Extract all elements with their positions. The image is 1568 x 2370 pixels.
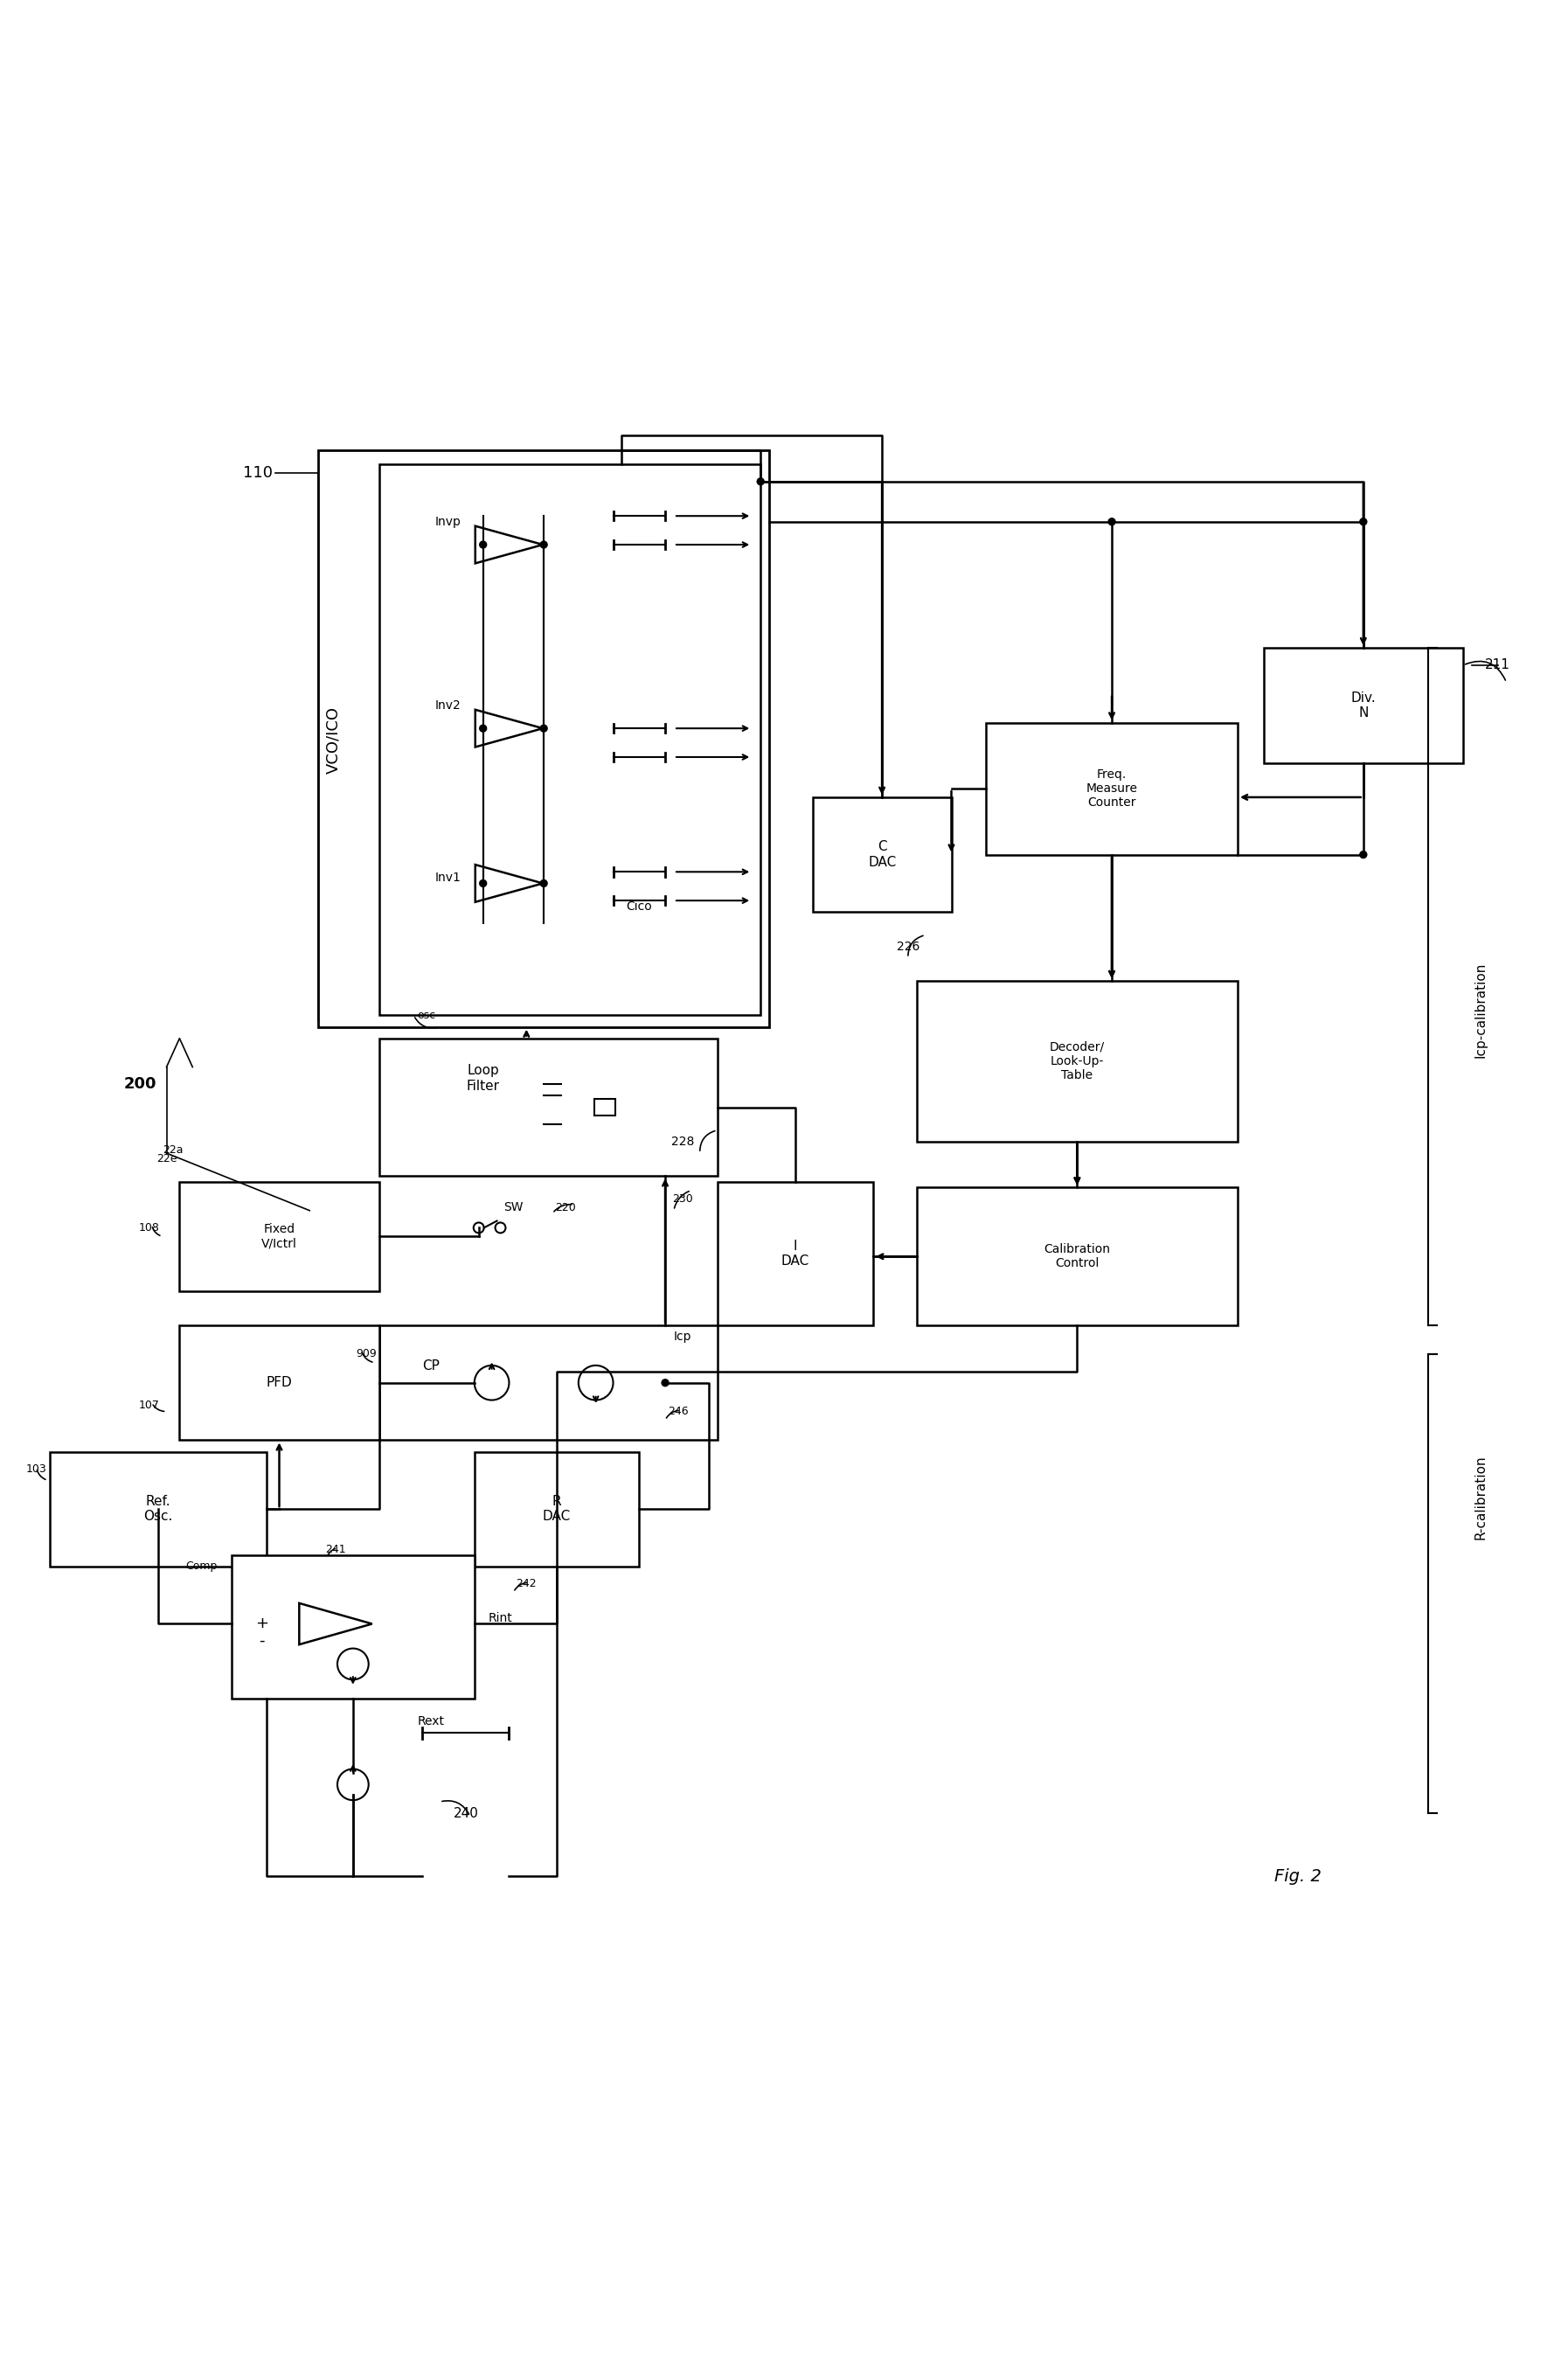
Text: 246: 246: [668, 1405, 688, 1417]
Bar: [594, 1100, 615, 1116]
Bar: [379, 1038, 717, 1176]
Circle shape: [1359, 851, 1367, 858]
Bar: [379, 465, 760, 1014]
Text: Rint: Rint: [488, 1612, 513, 1623]
Text: 909: 909: [356, 1349, 376, 1360]
Circle shape: [541, 540, 547, 547]
Bar: [179, 1325, 379, 1441]
Text: Calibration
Control: Calibration Control: [1044, 1244, 1110, 1270]
Text: Decoder/
Look-Up-
Table: Decoder/ Look-Up- Table: [1049, 1040, 1105, 1081]
Circle shape: [480, 879, 486, 886]
Text: Cico: Cico: [626, 901, 652, 912]
Text: 226: 226: [897, 941, 919, 953]
Circle shape: [1109, 519, 1115, 526]
Text: 22a: 22a: [163, 1145, 183, 1157]
Text: Fixed
V/Ictrl: Fixed V/Ictrl: [262, 1223, 296, 1249]
Text: 242: 242: [516, 1578, 536, 1590]
Text: 103: 103: [27, 1462, 47, 1474]
Bar: [379, 1325, 717, 1441]
Text: CP: CP: [422, 1358, 439, 1372]
Text: R-calibration: R-calibration: [1474, 1455, 1486, 1540]
Text: Icp: Icp: [674, 1330, 691, 1344]
Circle shape: [541, 879, 547, 886]
Bar: [475, 1453, 640, 1567]
Text: 108: 108: [138, 1223, 160, 1232]
Bar: [917, 1187, 1237, 1325]
Bar: [812, 796, 952, 912]
Text: Loop
Filter: Loop Filter: [466, 1064, 500, 1093]
Text: R
DAC: R DAC: [543, 1495, 571, 1524]
Bar: [917, 981, 1237, 1142]
Text: Div.
N: Div. N: [1350, 692, 1375, 720]
Bar: [232, 1555, 475, 1699]
Text: Invp: Invp: [436, 517, 461, 529]
Circle shape: [757, 479, 764, 486]
Text: VCO/ICO: VCO/ICO: [325, 706, 340, 773]
Text: Comp: Comp: [185, 1562, 216, 1571]
Text: 107: 107: [138, 1401, 160, 1413]
Text: 240: 240: [453, 1806, 478, 1820]
Text: -: -: [259, 1633, 265, 1650]
Text: Icp-calibration: Icp-calibration: [1474, 962, 1486, 1057]
Text: Rext: Rext: [417, 1716, 445, 1728]
Text: 211: 211: [1485, 659, 1510, 671]
Text: 228: 228: [671, 1135, 695, 1147]
Circle shape: [662, 1379, 668, 1386]
Text: Freq.
Measure
Counter: Freq. Measure Counter: [1087, 768, 1138, 808]
Text: 22e: 22e: [157, 1154, 177, 1164]
Text: 110: 110: [243, 465, 273, 481]
Circle shape: [480, 725, 486, 732]
Text: +: +: [256, 1616, 268, 1631]
Text: osc: osc: [417, 1010, 436, 1021]
Bar: [50, 1453, 267, 1567]
Text: 241: 241: [325, 1543, 347, 1555]
Circle shape: [1359, 519, 1367, 526]
Text: C
DAC: C DAC: [869, 841, 895, 870]
Text: Fig. 2: Fig. 2: [1275, 1868, 1322, 1884]
Text: I
DAC: I DAC: [781, 1240, 809, 1268]
Text: Inv1: Inv1: [436, 872, 461, 884]
Bar: [1264, 647, 1463, 763]
Bar: [986, 723, 1237, 856]
Text: 200: 200: [124, 1076, 157, 1093]
Bar: [318, 450, 770, 1026]
Bar: [179, 1183, 379, 1292]
Text: PFD: PFD: [267, 1377, 292, 1389]
Text: 230: 230: [673, 1194, 693, 1204]
Text: Inv2: Inv2: [436, 699, 461, 711]
Bar: [717, 1183, 873, 1325]
Text: Ref.
Osc.: Ref. Osc.: [143, 1495, 172, 1524]
Text: 220: 220: [555, 1202, 575, 1213]
Text: SW: SW: [503, 1202, 524, 1213]
Circle shape: [541, 725, 547, 732]
Circle shape: [480, 540, 486, 547]
